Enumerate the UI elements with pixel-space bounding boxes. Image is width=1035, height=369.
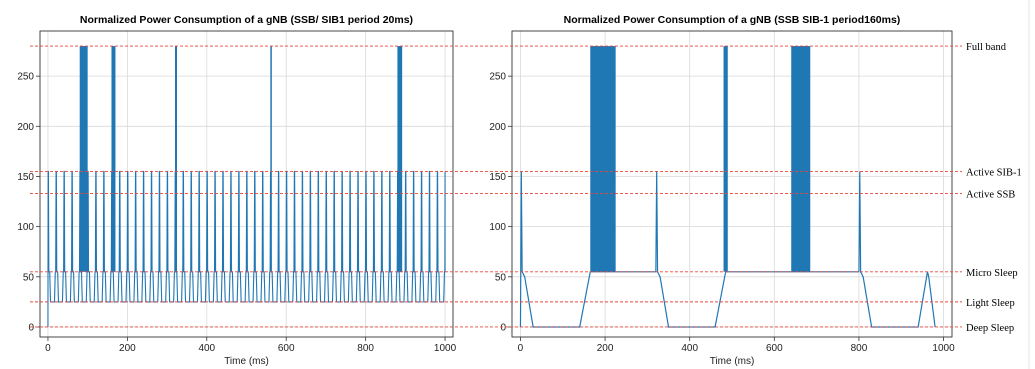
y-tick-label: 100	[489, 222, 506, 233]
x-axis-label: Time (ms)	[224, 356, 269, 367]
x-tick-label: 200	[119, 343, 136, 354]
x-tick-label: 0	[45, 343, 51, 354]
plot-frame	[511, 30, 953, 338]
full-band-burst	[723, 46, 728, 272]
y-tick-label: 50	[23, 272, 35, 283]
y-tick-label: 150	[489, 172, 506, 183]
x-tick-label: 1000	[434, 343, 457, 354]
full-band-burst	[270, 46, 272, 272]
full-band-burst	[590, 46, 616, 272]
x-tick-label: 400	[198, 343, 215, 354]
chart-ssb-sib1-160ms: Normalized Power Consumption of a gNB (S…	[489, 14, 955, 367]
y-tick-label: 200	[489, 122, 506, 133]
x-axis-label: Time (ms)	[710, 356, 755, 367]
y-tick-label: 150	[17, 172, 34, 183]
chart-title: Normalized Power Consumption of a gNB (S…	[564, 14, 901, 26]
x-tick-label: 600	[766, 343, 783, 354]
y-tick-label: 250	[17, 72, 34, 83]
chart-ssb-sib1-20ms: Normalized Power Consumption of a gNB (S…	[17, 14, 456, 367]
chart-title: Normalized Power Consumption of a gNB (S…	[80, 14, 413, 26]
reference-label: Deep Sleep	[966, 323, 1014, 334]
full-band-burst	[791, 46, 811, 272]
y-tick-label: 0	[500, 322, 506, 333]
y-tick-label: 250	[489, 72, 506, 83]
x-tick-label: 0	[518, 343, 524, 354]
reference-lines: Full band Active SIB-1 Active SSB Micro Sle…	[30, 0, 1030, 369]
y-tick-label: 200	[17, 122, 34, 133]
reference-label: Light Sleep	[966, 298, 1015, 309]
y-tick-label: 100	[17, 222, 34, 233]
full-band-burst	[397, 46, 403, 272]
reference-label: Full band	[966, 42, 1007, 53]
x-tick-label: 1000	[932, 343, 955, 354]
x-tick-label: 800	[851, 343, 868, 354]
full-band-burst	[111, 46, 116, 272]
x-tick-label: 600	[278, 343, 295, 354]
reference-label: Active SSB	[966, 190, 1015, 201]
y-tick-label: 0	[28, 322, 34, 333]
plot-frame	[39, 30, 454, 338]
y-tick-label: 50	[495, 272, 507, 283]
x-tick-label: 400	[681, 343, 698, 354]
series-line	[47, 170, 446, 327]
series-line	[519, 171, 936, 328]
reference-label: Active SIB-1	[966, 167, 1022, 178]
x-tick-label: 800	[357, 343, 374, 354]
x-tick-label: 200	[597, 343, 614, 354]
full-band-burst	[79, 46, 88, 272]
reference-label: Micro Sleep	[966, 268, 1018, 279]
full-band-burst	[175, 46, 178, 272]
